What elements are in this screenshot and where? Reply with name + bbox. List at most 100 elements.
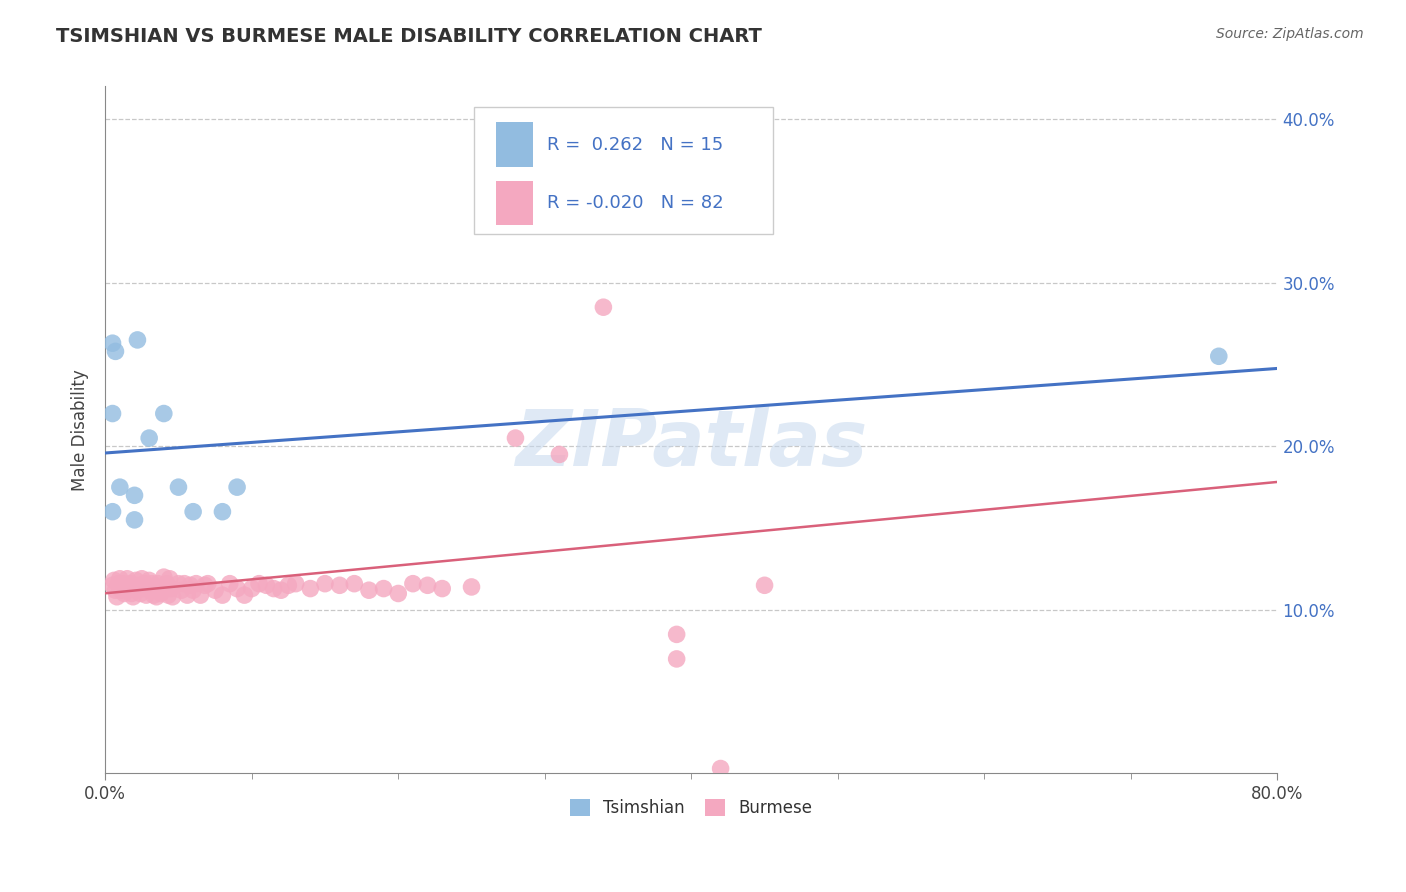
Point <box>104 583 127 598</box>
Point <box>754 578 776 592</box>
Point <box>184 576 207 591</box>
Point <box>254 578 277 592</box>
Point <box>270 583 292 598</box>
Point <box>134 576 156 591</box>
Point <box>108 480 131 494</box>
Point <box>101 336 124 351</box>
Point <box>145 590 167 604</box>
Point <box>105 590 128 604</box>
Point <box>233 588 256 602</box>
Point <box>139 583 162 598</box>
Point <box>211 588 233 602</box>
FancyBboxPatch shape <box>474 107 773 234</box>
Point <box>124 488 146 502</box>
Point <box>218 576 240 591</box>
Point <box>592 300 614 314</box>
Point <box>141 576 163 591</box>
Point <box>211 505 233 519</box>
Text: R =  0.262   N = 15: R = 0.262 N = 15 <box>547 136 723 153</box>
Point <box>181 583 204 598</box>
Point <box>121 586 143 600</box>
Point <box>314 576 336 591</box>
Bar <box>495 181 533 226</box>
Text: TSIMSHIAN VS BURMESE MALE DISABILITY CORRELATION CHART: TSIMSHIAN VS BURMESE MALE DISABILITY COR… <box>56 27 762 45</box>
Point <box>432 582 454 596</box>
Point <box>115 572 138 586</box>
Point <box>329 578 352 592</box>
Point <box>284 576 307 591</box>
Point <box>416 578 439 592</box>
Point <box>357 583 380 598</box>
Point <box>157 588 180 602</box>
Legend: Tsimshian, Burmese: Tsimshian, Burmese <box>564 792 820 823</box>
Point <box>173 576 195 591</box>
Point <box>124 513 146 527</box>
Point <box>277 578 299 592</box>
Point <box>170 583 193 598</box>
Point <box>108 572 131 586</box>
Point <box>127 333 149 347</box>
Point <box>143 582 166 596</box>
Point <box>118 582 141 596</box>
Point <box>101 407 124 421</box>
Y-axis label: Male Disability: Male Disability <box>72 369 89 491</box>
Point <box>122 590 145 604</box>
Point <box>112 586 135 600</box>
Point <box>111 576 134 591</box>
Point <box>114 578 136 592</box>
Point <box>120 576 142 591</box>
Point <box>299 582 322 596</box>
Point <box>226 582 249 596</box>
Point <box>651 219 673 233</box>
Point <box>129 586 152 600</box>
Point <box>146 576 169 591</box>
Point <box>142 588 165 602</box>
Text: R = -0.020   N = 82: R = -0.020 N = 82 <box>547 194 724 212</box>
Point <box>103 574 125 588</box>
Point <box>1208 349 1230 363</box>
Point <box>101 505 124 519</box>
Point <box>156 576 179 591</box>
Point <box>402 576 425 591</box>
Bar <box>495 122 533 167</box>
Point <box>167 480 190 494</box>
Point <box>149 586 172 600</box>
Point <box>135 588 157 602</box>
Text: ZIPatlas: ZIPatlas <box>515 406 868 482</box>
Point <box>263 582 285 596</box>
Point <box>153 407 176 421</box>
Point <box>226 480 249 494</box>
Point <box>124 578 146 592</box>
Point <box>343 576 366 591</box>
Point <box>167 576 190 591</box>
Point <box>505 431 527 445</box>
Point <box>460 580 482 594</box>
Point <box>131 572 153 586</box>
Point <box>104 344 127 359</box>
Point <box>160 582 183 596</box>
Point <box>665 627 688 641</box>
Point <box>204 583 226 598</box>
Point <box>127 583 149 598</box>
Point <box>101 578 124 592</box>
Point <box>128 578 150 592</box>
Point <box>162 590 184 604</box>
Point <box>197 576 219 591</box>
Point <box>176 588 198 602</box>
Point <box>247 576 270 591</box>
Point <box>138 574 160 588</box>
Point <box>159 572 181 586</box>
Point <box>138 431 160 445</box>
Point <box>153 570 176 584</box>
Point <box>132 582 155 596</box>
Point <box>155 582 177 596</box>
Point <box>181 505 204 519</box>
Point <box>190 588 212 602</box>
Point <box>125 574 148 588</box>
Point <box>665 652 688 666</box>
Point <box>108 580 131 594</box>
Point <box>373 582 395 596</box>
Point <box>148 582 170 596</box>
Point <box>110 583 132 598</box>
Point <box>107 576 129 591</box>
